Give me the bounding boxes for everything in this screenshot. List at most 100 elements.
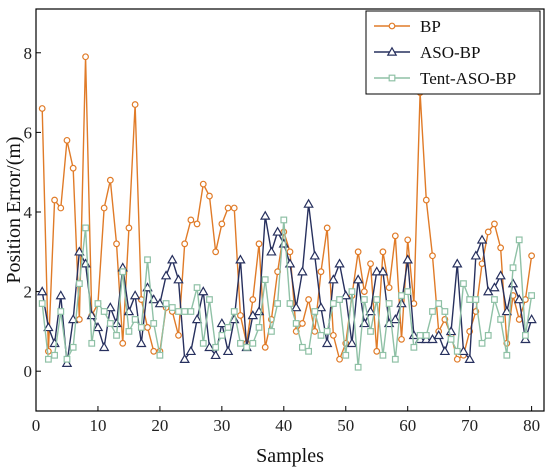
legend-marker-0 [388,22,396,30]
series-0-point-32 [237,312,244,319]
y-axis-label: Position Error/(m) [3,136,25,283]
y-tick-label-2: 4 [24,203,33,222]
y-tick-label-4: 8 [24,44,33,63]
series-2-point-13 [119,268,127,276]
series-1-point-76 [507,278,519,288]
series-2-point-38 [274,300,282,307]
series-0-point-11 [106,176,114,184]
series-1-point-77 [513,294,525,304]
series-0-point-52 [360,288,368,295]
series-2-point-45 [317,331,325,339]
axis-ticks: 0 10 20 30 40 50 60 70 80 0 2 4 6 8 [24,44,541,435]
legend-entry-1: ASO-BP [374,43,480,62]
series-2-point-56 [385,300,393,307]
series-2-point-36 [261,276,269,284]
series-2-point-54 [373,296,381,303]
series-1-point-62 [421,333,432,344]
series-1-point-16 [136,337,147,348]
series-2-point-31 [230,308,238,315]
series-2-point-73 [491,296,498,303]
series-0-point-25 [193,220,201,228]
series-0-point-29 [218,220,226,228]
series-2-point-49 [342,351,350,359]
series-2-point-48 [336,296,343,303]
legend-marker-2 [388,74,396,82]
series-2-point-8 [88,339,96,347]
series-0-point-54 [373,347,381,355]
series-2-point-67 [453,347,461,355]
series-layer [36,53,537,371]
series-0-point-79 [528,252,536,260]
series-1-point-1 [43,322,54,332]
series-2-point-0 [38,300,46,307]
series-1-point-47 [328,274,339,284]
series-0-point-31 [230,204,238,212]
series-2-point-61 [416,331,424,339]
series-2-point-11 [106,320,114,327]
series-1-point-46 [321,337,333,348]
series-0-point-39 [280,228,288,236]
series-1-point-64 [433,329,444,340]
series-2-point-19 [156,351,164,359]
x-tick-label-8: 80 [523,416,540,435]
series-2-point-57 [391,355,399,363]
series-2-point-17 [144,256,151,264]
series-1-point-49 [340,290,351,300]
series-1-point-26 [198,286,209,296]
series-0-point-6 [75,316,83,323]
series-2-point-5 [69,343,77,351]
series-0-point-24 [187,216,195,224]
legend-marker-1 [386,46,398,56]
series-2-point-58 [398,292,405,299]
series-0-point-48 [336,355,343,363]
series-0-point-51 [354,248,362,256]
series-1-point-32 [235,254,246,264]
series-2-point-27 [206,296,213,303]
series-1-point-12 [111,318,122,328]
series-2-point-33 [243,343,251,351]
series-1-point-38 [272,226,283,236]
series-2-point-52 [360,296,368,303]
legend-entries: BP ASO-BP Tent-ASO-BP [374,17,516,88]
series-2-point-64 [435,300,443,307]
series-0-point-77 [515,316,523,323]
series-1-point-27 [204,341,215,352]
series-2-point-15 [131,316,139,323]
series-2-point-66 [447,335,455,343]
series-2-point-41 [292,320,300,327]
series-0-point-67 [453,355,461,363]
series-0-point-42 [298,320,306,327]
series-line-2 [41,219,533,368]
series-1-point-28 [210,349,221,360]
series-0-point-5 [69,164,77,172]
series-0-point-30 [224,204,232,212]
series-1-point-36 [259,210,271,220]
series-0-point-23 [181,240,189,248]
series-1-point-73 [489,282,500,292]
series-1-point-41 [290,302,302,312]
series-2-point-40 [286,300,294,307]
series-1-point-15 [129,290,141,300]
series-2-point-68 [460,280,467,288]
series-0-point-72 [484,228,492,236]
series-1-point-25 [191,314,203,324]
series-0-point-57 [391,232,399,240]
series-1-point-23 [179,353,190,364]
series-1-point-21 [167,254,178,264]
series-2-point-32 [237,339,244,347]
legend-entry-2: Tent-ASO-BP [374,69,516,88]
series-0-point-45 [317,268,325,276]
series-2-point-71 [478,339,486,347]
series-2-point-43 [305,347,312,355]
series-0-point-0 [38,105,46,112]
series-0-point-22 [175,331,182,339]
series-1-point-37 [266,246,277,256]
series-0-point-14 [125,224,133,232]
x-tick-label-7: 70 [461,416,478,435]
series-2-point-78 [522,331,529,339]
series-1-point-65 [439,345,451,356]
series-2-point-65 [441,308,449,315]
series-1-point-3 [55,290,67,300]
series-2-point-46 [323,327,331,335]
